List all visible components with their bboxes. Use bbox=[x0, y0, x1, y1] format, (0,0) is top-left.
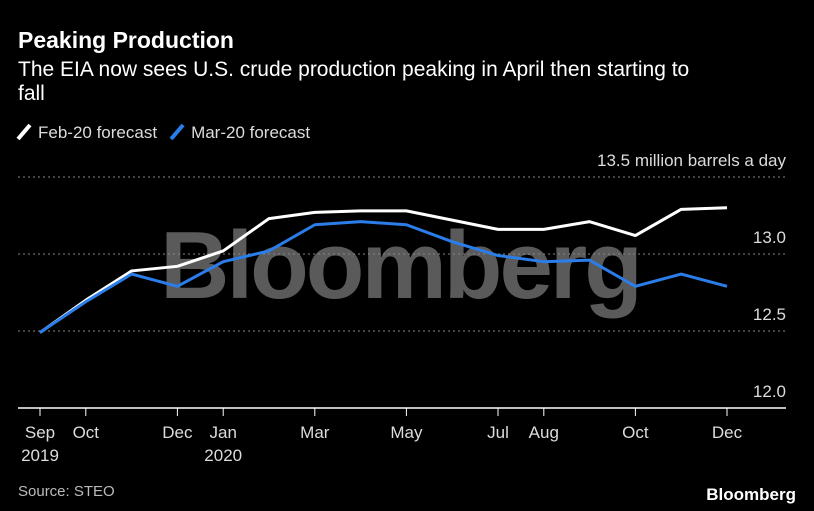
x-tick-label: Sep bbox=[25, 423, 55, 442]
y-tick-label: 13.5 million barrels a day bbox=[597, 151, 786, 170]
y-tick-label: 12.0 bbox=[753, 382, 786, 401]
x-tick-label: Mar bbox=[300, 423, 330, 442]
x-tick-label: Oct bbox=[622, 423, 649, 442]
source: Source: STEO bbox=[18, 483, 115, 500]
series-line bbox=[39, 206, 728, 334]
legend-label: Feb-20 forecast bbox=[38, 123, 157, 142]
x-tick-label: Oct bbox=[73, 423, 100, 442]
x-tick-label: Dec bbox=[162, 423, 193, 442]
y-tick-label: 13.0 bbox=[753, 228, 786, 247]
watermark: Bloomberg bbox=[160, 212, 640, 319]
chart-subtitle: The EIA now sees U.S. crude production p… bbox=[18, 58, 689, 105]
legend-swatch bbox=[16, 123, 32, 141]
x-tick-label: May bbox=[390, 423, 423, 442]
legend-swatch bbox=[169, 123, 185, 141]
logo: Bloomberg bbox=[706, 485, 796, 504]
legend-label: Mar-20 forecast bbox=[191, 123, 310, 142]
series-line bbox=[39, 220, 728, 334]
x-year-label: 2020 bbox=[204, 446, 242, 465]
x-tick-label: Aug bbox=[529, 423, 559, 442]
x-tick-label: Jul bbox=[487, 423, 509, 442]
x-tick-label: Jan bbox=[209, 423, 236, 442]
y-tick-label: 12.5 bbox=[753, 305, 786, 324]
x-year-label: 2019 bbox=[21, 446, 59, 465]
chart-title: Peaking Production bbox=[18, 27, 234, 53]
x-tick-label: Dec bbox=[712, 423, 743, 442]
